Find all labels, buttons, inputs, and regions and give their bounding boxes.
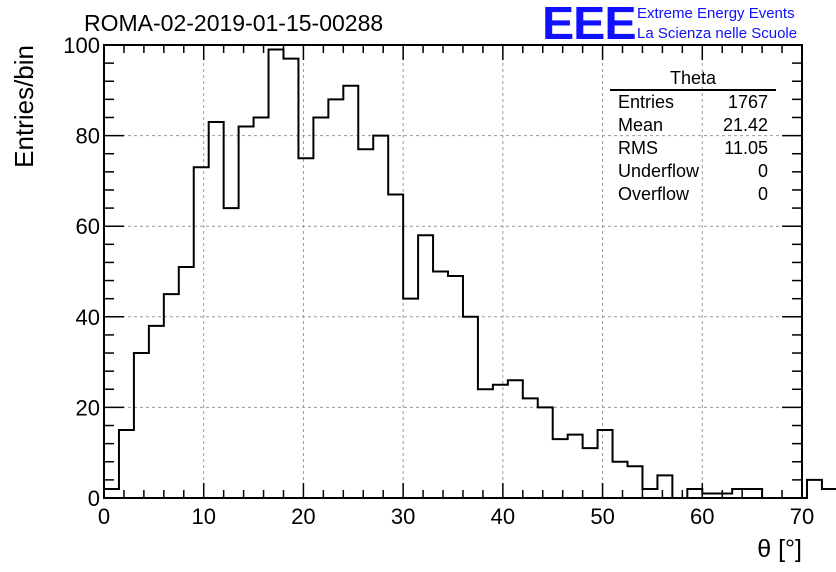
stats-row: Entries 1767 [610, 91, 776, 114]
histogram-bin [687, 489, 702, 498]
stats-row: Underflow 0 [610, 160, 776, 183]
stats-label: Overflow [618, 184, 690, 204]
histogram-bin [732, 489, 747, 498]
axis-ticks [103, 44, 803, 499]
stats-title: Theta [610, 68, 776, 91]
histogram-bin [343, 86, 358, 498]
histogram-bin [508, 380, 523, 498]
histogram-bin [433, 272, 448, 499]
y-tick-label: 80 [76, 124, 100, 149]
histogram-bin [642, 489, 657, 498]
histogram-bin [613, 462, 628, 498]
stats-value: 21.42 [722, 115, 768, 135]
histogram-bin [313, 117, 328, 498]
stats-row: Mean 21.42 [610, 114, 776, 137]
histogram-bin [194, 167, 209, 498]
histogram-bin [254, 117, 269, 498]
y-tick-label: 100 [63, 33, 100, 58]
logo-caption: Extreme Energy Events La Scienza nelle S… [637, 4, 797, 44]
histogram-bin [164, 294, 179, 498]
histogram-bin [553, 439, 568, 498]
histogram-bin [747, 489, 762, 498]
histogram-bin [209, 122, 224, 498]
y-axis-title: Entries/bin [9, 45, 39, 168]
histogram-bin [822, 489, 836, 498]
stats-label: Mean [618, 115, 664, 135]
x-axis-title: θ [°] [757, 535, 802, 563]
y-tick-label: 0 [88, 486, 100, 511]
histogram-bin [134, 353, 149, 498]
logo-line-2: La Scienza nelle Scuole [637, 25, 798, 42]
x-tick-label: 40 [491, 504, 515, 529]
histogram-bin [628, 466, 643, 498]
tick-labels: 0 10 20 30 40 50 60 70 0 20 40 60 80 100 [63, 33, 814, 529]
y-tick-label: 60 [76, 214, 100, 239]
histogram-bin [119, 430, 134, 498]
x-tick-label: 30 [391, 504, 415, 529]
eee-logo: EEE [542, 0, 637, 49]
x-tick-label: 70 [790, 504, 814, 529]
x-tick-label: 10 [191, 504, 215, 529]
logo-line-1: Extreme Energy Events [637, 5, 795, 22]
stats-value: 0 [757, 161, 768, 181]
x-tick-label: 0 [98, 504, 110, 529]
histogram-bin [403, 299, 418, 498]
histogram-bin [538, 407, 553, 498]
histogram-bin [493, 385, 508, 498]
y-tick-label: 40 [76, 305, 100, 330]
histogram-bin [224, 208, 239, 498]
histogram-bin [478, 389, 493, 498]
histogram-bin [583, 448, 598, 498]
stats-label: Underflow [618, 161, 700, 181]
stats-label: Entries [618, 92, 675, 112]
histogram-bin [283, 59, 298, 498]
stats-row: Overflow 0 [610, 183, 776, 206]
histogram-bin [149, 326, 164, 498]
histogram-bin [328, 99, 343, 498]
histogram-bin [239, 127, 254, 498]
histogram-bin [448, 276, 463, 498]
plot-frame [103, 44, 803, 499]
histogram-bin [523, 398, 538, 498]
run-title: ROMA-02-2019-01-15-00288 [84, 10, 384, 36]
grid-lines [104, 45, 802, 498]
histogram-bin [358, 149, 373, 498]
histogram-bin [418, 235, 433, 498]
stats-value: 0 [757, 184, 768, 204]
histogram-bin [179, 267, 194, 498]
histogram-bin [298, 158, 313, 498]
stats-value: 1767 [727, 92, 768, 112]
stats-label: RMS [618, 138, 658, 158]
stats-row: RMS 11.05 [610, 137, 776, 160]
stats-box: Theta Entries 1767 Mean 21.42 RMS 11.05 Underf… [610, 68, 776, 206]
x-tick-label: 50 [590, 504, 614, 529]
x-tick-label: 20 [291, 504, 315, 529]
histogram-bin [598, 430, 613, 498]
y-tick-label: 20 [76, 395, 100, 420]
stats-value: 11.05 [724, 138, 768, 158]
histogram-bin [807, 480, 822, 498]
histogram-bin [269, 50, 284, 498]
histogram-bin [568, 435, 583, 498]
x-tick-label: 60 [690, 504, 714, 529]
histogram-bin [657, 475, 672, 498]
histogram-bin [104, 489, 119, 498]
histogram-bin [388, 194, 403, 498]
